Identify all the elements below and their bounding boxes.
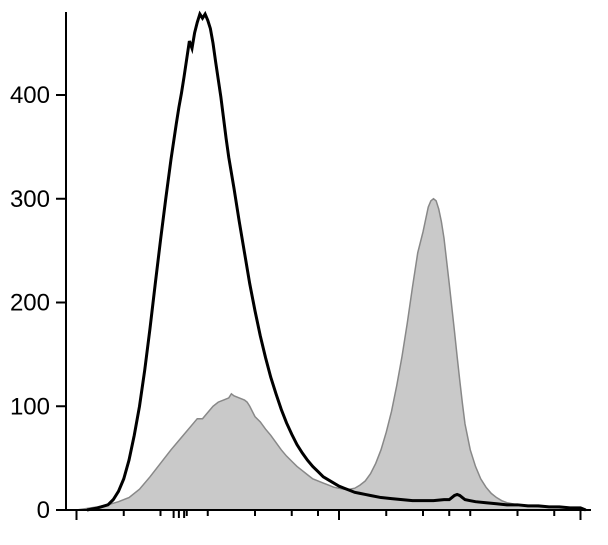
y-tick-label: 200 (10, 290, 50, 317)
y-tick-label: 400 (10, 82, 50, 109)
flow-cytometry-histogram: 0 100 200 300 400 (0, 0, 608, 545)
y-tick-label: 300 (10, 186, 50, 213)
y-tick-label: 0 (37, 497, 50, 524)
chart-svg: 0 100 200 300 400 (0, 0, 608, 545)
y-tick-label: 100 (10, 393, 50, 420)
